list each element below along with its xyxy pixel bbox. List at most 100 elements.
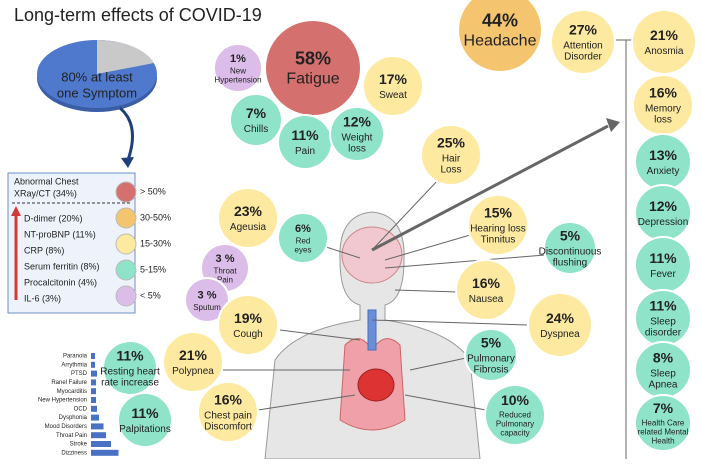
bubble-percent: 27%: [569, 22, 598, 38]
bubble: [484, 384, 546, 446]
bubble-percent: 13%: [649, 147, 678, 163]
marker-item: IL-6 (3%): [24, 293, 61, 303]
key-label: 5-15%: [140, 264, 166, 274]
bubble-label: Sputum: [193, 303, 221, 312]
bubble: [329, 106, 385, 162]
bar-label: Mood Disorders: [45, 424, 87, 430]
bubble-label: Chest pain: [204, 411, 252, 422]
key-label: 30-50%: [140, 212, 171, 222]
bar-label: OCD: [74, 406, 88, 412]
bubble-label: Palpitations: [119, 424, 171, 435]
bubble-label: Loss: [440, 165, 461, 176]
bubble: [457, 0, 543, 73]
bar-label: Dizziness: [61, 450, 87, 456]
pie-arrowhead: [121, 157, 134, 168]
bubble-percent: 7%: [246, 105, 267, 121]
bubble: [464, 328, 518, 382]
bubble: [197, 381, 259, 443]
bubble-label: Pulmonary: [467, 354, 515, 365]
bar-label: Dysphonia: [59, 415, 88, 421]
bubble-label: Polypnea: [172, 366, 214, 377]
bar: [91, 397, 96, 403]
bar: [91, 370, 97, 377]
bubble-label: Headache: [464, 33, 537, 50]
bubble-percent: 58%: [295, 48, 331, 68]
bubble-label: Reduced: [499, 411, 531, 420]
key-swatch: [115, 207, 137, 229]
bubble-percent: 21%: [650, 27, 679, 43]
bubble-percent: 5%: [481, 335, 502, 351]
bubble: [102, 340, 158, 396]
marker-item: Procalcitonin (4%): [24, 277, 97, 287]
bubble-label: Throat: [213, 267, 237, 276]
bubble-label: loss: [348, 144, 366, 155]
bubble: [455, 259, 517, 321]
bubble: [634, 394, 692, 452]
key-label: > 50%: [140, 186, 166, 196]
bubble-label: Dyspnea: [540, 329, 580, 340]
bar-label: Myocarditis: [57, 389, 87, 395]
bubble-label: Health Care: [642, 419, 685, 428]
bubble: [550, 9, 616, 75]
bubble: [527, 292, 593, 358]
bar-label: Arrythmia: [61, 362, 87, 368]
bubble-label: Chills: [244, 124, 268, 135]
bubble: [631, 9, 697, 75]
bubble-label: Depression: [638, 217, 689, 228]
bar: [91, 414, 99, 421]
bubble-label: Health: [651, 437, 674, 446]
bar: [91, 405, 97, 412]
bubble-label: Red: [296, 237, 311, 246]
bubble-label: Hair: [442, 154, 461, 165]
pie-label: 80% at least: [61, 69, 133, 84]
bar: [91, 379, 96, 386]
bubble-label: Sleep: [650, 369, 676, 380]
marker-box: [7, 172, 136, 314]
bubble: [229, 93, 283, 147]
pie-arrow: [118, 106, 134, 161]
bubble-percent: 1%: [230, 53, 246, 65]
bubble-label: Sweat: [379, 90, 407, 101]
bubble-label: Anxiety: [647, 166, 680, 177]
bubble-percent: 11%: [131, 405, 159, 421]
bubble-label: Fibrosis: [473, 365, 508, 376]
bubble: [217, 187, 279, 249]
bubble-percent: 15%: [484, 205, 513, 221]
bubble: [117, 392, 173, 448]
marker-item: D-dimer (20%): [24, 213, 83, 223]
bubble-percent: 11%: [291, 127, 319, 143]
bar: [91, 432, 106, 439]
bubble-label: Disorder: [564, 52, 602, 63]
bubble-percent: 11%: [116, 348, 144, 364]
arrowhead: [606, 118, 620, 132]
bubble-label: Discomfort: [204, 422, 252, 433]
bubble-label: Hearing loss: [470, 224, 526, 235]
bubble-percent: 10%: [501, 392, 530, 408]
bubble-label: flushing: [553, 258, 587, 269]
bar-label: Stroke: [70, 442, 88, 448]
marker-item: CRP (8%): [24, 245, 64, 255]
bubble-label: Nausea: [469, 294, 504, 305]
bubble-label: Cough: [233, 329, 262, 340]
bubble-label: eyes: [295, 246, 312, 255]
bubble-label: loss: [654, 115, 672, 126]
key-swatch: [115, 259, 137, 281]
bubble-label: Memory: [645, 104, 681, 115]
key-label: 15-30%: [140, 238, 171, 248]
bubble-label: Apnea: [649, 380, 678, 391]
bubble-label: Fever: [650, 269, 676, 280]
bubble-label: Weight: [342, 133, 373, 144]
bubble-percent: 17%: [379, 71, 408, 87]
bubble-percent: 12%: [343, 114, 372, 130]
bubble-label: capacity: [500, 429, 529, 438]
bubble: [277, 212, 329, 264]
bubble-percent: 19%: [234, 310, 263, 326]
bubble-percent: 16%: [472, 275, 501, 291]
key-swatch: [115, 181, 137, 203]
bubble-percent: 8%: [653, 350, 674, 366]
bar-label: PTSD: [71, 371, 88, 377]
bubble-label: related Mental: [638, 428, 689, 437]
bubble-label: Hypertension: [214, 76, 261, 85]
bubble-label: New: [230, 67, 246, 76]
